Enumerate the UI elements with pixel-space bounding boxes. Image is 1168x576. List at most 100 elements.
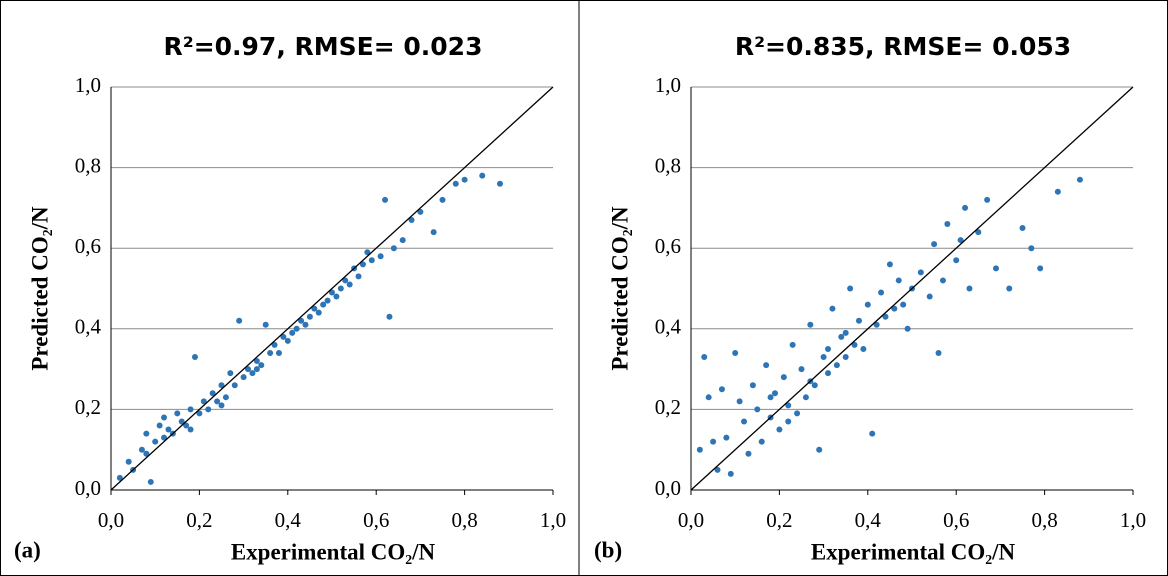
point xyxy=(320,301,327,308)
point xyxy=(430,229,437,236)
point xyxy=(904,325,911,332)
point xyxy=(939,277,946,284)
point xyxy=(302,321,309,328)
point xyxy=(280,333,287,340)
point xyxy=(710,438,717,445)
x-tick-label: 0,8 xyxy=(451,508,477,532)
point xyxy=(966,285,973,292)
point xyxy=(785,418,792,425)
point xyxy=(191,354,198,361)
point xyxy=(315,309,322,316)
point xyxy=(152,438,159,445)
point xyxy=(741,418,748,425)
point xyxy=(807,321,814,328)
point xyxy=(187,406,194,413)
point xyxy=(143,450,150,457)
point xyxy=(161,434,168,441)
x-tick-label: 1,0 xyxy=(1120,508,1146,532)
point xyxy=(900,301,907,308)
point xyxy=(262,321,269,328)
point xyxy=(382,196,389,203)
panel-label: (b) xyxy=(594,537,622,562)
point xyxy=(496,180,503,187)
point xyxy=(240,374,247,381)
point xyxy=(992,265,999,272)
chart-title: R²=0.97, RMSE= 0.023 xyxy=(164,32,483,61)
identity-line xyxy=(690,86,1134,491)
point xyxy=(143,430,150,437)
x-tick-label: 0,6 xyxy=(363,508,389,532)
x-tick-label: 0,0 xyxy=(98,508,124,532)
y-tick-label: 0,0 xyxy=(655,476,681,500)
point xyxy=(701,354,708,361)
y-tick-label: 1,0 xyxy=(655,73,681,97)
point xyxy=(196,410,203,417)
x-tick-label: 0,2 xyxy=(766,508,792,532)
point xyxy=(165,426,172,433)
point xyxy=(253,366,260,373)
point xyxy=(878,289,885,296)
point xyxy=(984,196,991,203)
point xyxy=(794,410,801,417)
point xyxy=(218,402,225,409)
point xyxy=(718,386,725,393)
chart-title: R²=0.835, RMSE= 0.053 xyxy=(735,32,1071,61)
y-tick-label: 0,6 xyxy=(75,234,101,258)
point xyxy=(125,458,132,465)
point xyxy=(289,329,296,336)
point xyxy=(408,216,415,223)
point xyxy=(346,281,353,288)
point xyxy=(802,394,809,401)
point xyxy=(825,370,832,377)
point xyxy=(1076,176,1083,183)
point xyxy=(209,390,216,397)
point xyxy=(745,450,752,457)
point xyxy=(329,289,335,296)
point xyxy=(231,382,238,389)
point xyxy=(439,196,446,203)
point xyxy=(882,313,889,320)
point xyxy=(763,362,770,369)
point xyxy=(886,261,893,268)
point xyxy=(156,422,163,429)
point xyxy=(723,434,730,441)
point xyxy=(789,341,796,348)
point xyxy=(178,418,185,425)
point xyxy=(183,422,190,429)
point xyxy=(749,382,756,389)
x-tick-label: 1,0 xyxy=(540,508,566,532)
point xyxy=(236,317,243,324)
y-tick-label: 0,6 xyxy=(655,234,681,258)
x-tick-label: 0,8 xyxy=(1031,508,1057,532)
point xyxy=(705,394,712,401)
point xyxy=(275,349,282,356)
point xyxy=(187,426,194,433)
point xyxy=(386,313,393,320)
point xyxy=(355,273,362,280)
point xyxy=(864,301,871,308)
y-tick-label: 0,0 xyxy=(75,476,101,500)
x-axis-label: Experimental CO₂/N xyxy=(231,539,436,564)
point xyxy=(855,317,862,324)
x-axis-label: Experimental CO₂/N xyxy=(811,539,1016,564)
point xyxy=(311,305,318,312)
point xyxy=(479,172,486,179)
point xyxy=(214,398,221,405)
point xyxy=(727,470,734,477)
point xyxy=(842,329,849,336)
point xyxy=(390,245,397,252)
point xyxy=(935,349,942,356)
point xyxy=(953,257,960,264)
point xyxy=(780,374,787,381)
point xyxy=(1037,265,1044,272)
point xyxy=(847,285,854,292)
point xyxy=(377,253,384,260)
x-tick-label: 0,0 xyxy=(678,508,704,532)
y-tick-label: 1,0 xyxy=(75,73,101,97)
point xyxy=(359,261,366,268)
point xyxy=(258,362,265,369)
point xyxy=(267,349,274,356)
point xyxy=(245,366,252,373)
point xyxy=(222,394,229,401)
